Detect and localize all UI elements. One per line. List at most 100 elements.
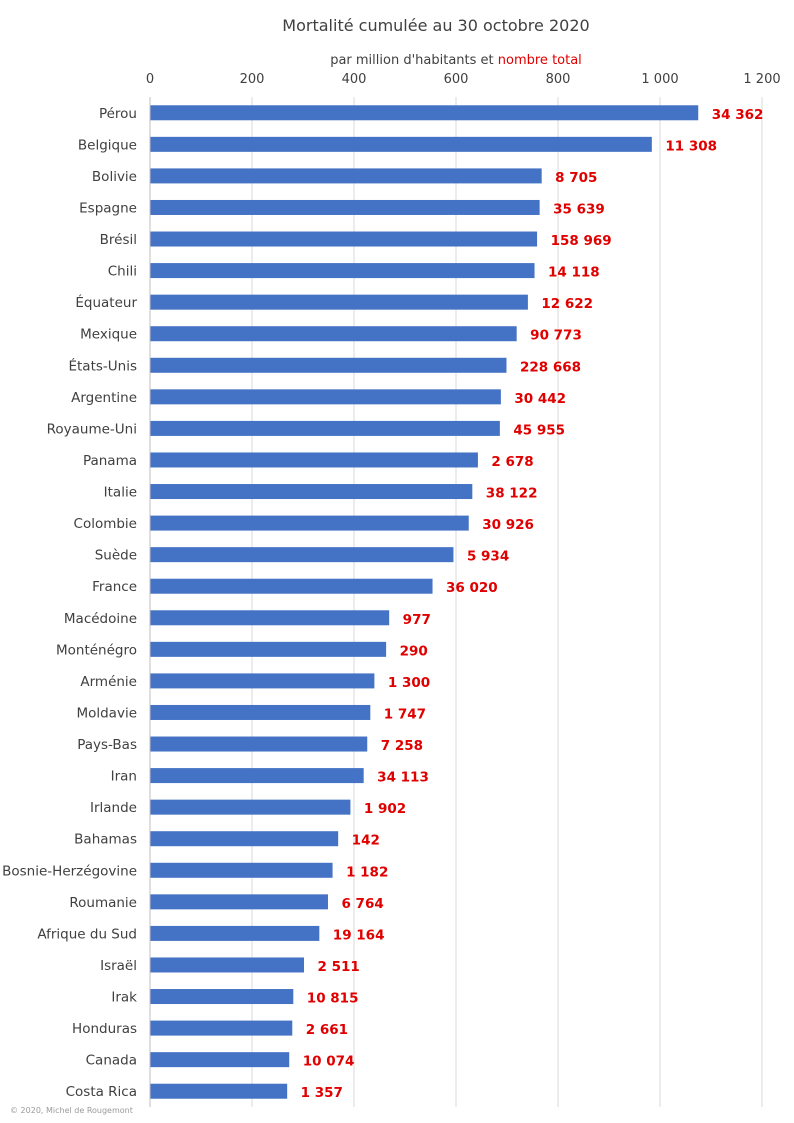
category-label: Israël <box>100 958 137 974</box>
category-label: France <box>92 579 137 595</box>
bar <box>150 925 320 941</box>
category-label: Colombie <box>74 516 137 532</box>
value-label: 8 705 <box>555 170 597 186</box>
bar <box>150 547 454 563</box>
bar <box>150 105 699 121</box>
category-label: États-Unis <box>68 357 137 374</box>
value-label: 5 934 <box>467 549 509 565</box>
value-label: 90 773 <box>530 328 582 344</box>
category-label: Chili <box>108 264 137 280</box>
category-label: Honduras <box>72 1021 137 1037</box>
bar <box>150 831 339 847</box>
bar <box>150 736 368 752</box>
category-label: Mexique <box>80 327 137 343</box>
category-label: Brésil <box>100 232 137 248</box>
bar <box>150 294 528 310</box>
bar <box>150 799 351 815</box>
bar <box>150 862 333 878</box>
value-label: 1 357 <box>301 1085 343 1101</box>
value-label: 30 926 <box>482 517 534 533</box>
x-tick-label: 1 000 <box>641 72 678 87</box>
value-label: 34 113 <box>377 770 429 786</box>
category-label: Équateur <box>75 294 137 311</box>
bar <box>150 199 540 215</box>
bar <box>150 610 390 626</box>
bar <box>150 1020 293 1036</box>
value-label: 1 902 <box>364 801 406 817</box>
value-label: 158 969 <box>551 233 612 249</box>
x-tick-label: 0 <box>146 72 154 87</box>
value-label: 38 122 <box>486 486 538 502</box>
value-label: 30 442 <box>514 391 566 407</box>
category-label: Canada <box>86 1053 137 1069</box>
value-label: 142 <box>352 833 380 849</box>
bar <box>150 1083 288 1099</box>
category-label: Royaume-Uni <box>47 421 137 437</box>
value-label: 7 258 <box>381 738 423 754</box>
category-label: Afrique du Sud <box>37 926 137 942</box>
bar <box>150 1052 290 1068</box>
value-label: 10 074 <box>303 1054 355 1070</box>
copyright-credit: © 2020, Michel de Rougemont <box>10 1106 133 1115</box>
category-label: Bosnie-Herzégovine <box>2 863 137 879</box>
value-label: 977 <box>403 612 431 628</box>
category-label: Monténégro <box>56 642 137 658</box>
value-label: 19 164 <box>333 927 385 943</box>
x-tick-label: 800 <box>546 72 571 87</box>
bar <box>150 515 469 531</box>
bar <box>150 957 305 973</box>
category-label: Irak <box>111 990 137 1006</box>
category-label: Costa Rica <box>66 1084 137 1100</box>
category-label: Italie <box>104 485 137 501</box>
bar <box>150 168 542 184</box>
category-label: Roumanie <box>69 895 137 911</box>
category-label: Bolivie <box>92 169 137 185</box>
value-label: 1 300 <box>388 675 430 691</box>
bar <box>150 484 473 500</box>
bar <box>150 357 507 373</box>
value-labels: 34 362 11 308 8 705 35 639 158 969 14 118 12 6… <box>301 107 764 1101</box>
category-labels: Pérou Belgique Bolivie Espagne Brésil Chili Éq… <box>2 106 137 1100</box>
category-label: Iran <box>111 769 137 785</box>
value-label: 2 661 <box>306 1022 348 1038</box>
bar <box>150 420 500 436</box>
value-label: 6 764 <box>341 896 383 912</box>
x-axis-ticks: 0 200 400 600 800 1 000 1 200 <box>146 72 781 87</box>
bar <box>150 389 501 405</box>
bar <box>150 263 535 279</box>
bar <box>150 768 364 784</box>
value-label: 2 511 <box>318 959 360 975</box>
category-label: Argentine <box>71 390 137 406</box>
value-label: 12 622 <box>541 296 593 312</box>
value-label: 228 668 <box>520 359 581 375</box>
bar <box>150 326 517 342</box>
x-tick-label: 1 200 <box>743 72 780 87</box>
category-label: Pérou <box>99 106 137 122</box>
value-label: 36 020 <box>446 580 498 596</box>
value-label: 290 <box>400 643 428 659</box>
value-label: 10 815 <box>307 991 359 1007</box>
bar <box>150 578 433 594</box>
category-label: Belgique <box>78 137 137 153</box>
category-label: Arménie <box>80 674 137 690</box>
value-label: 35 639 <box>553 201 605 217</box>
value-label: 45 955 <box>513 422 565 438</box>
bar <box>150 894 328 910</box>
category-label: Panama <box>83 453 137 469</box>
x-tick-label: 400 <box>342 72 367 87</box>
value-label: 2 678 <box>491 454 533 470</box>
chart-title: Mortalité cumulée au 30 octobre 2020 <box>282 16 589 35</box>
subtitle-prefix: par million d'habitants et <box>330 53 498 68</box>
value-label: 34 362 <box>712 107 764 123</box>
category-label: Pays-Bas <box>77 737 137 753</box>
bar <box>150 136 652 152</box>
value-label: 1 747 <box>384 706 426 722</box>
category-label: Suède <box>95 548 137 564</box>
bar <box>150 231 538 247</box>
x-tick-label: 600 <box>444 72 469 87</box>
bar <box>150 704 371 720</box>
bar <box>150 452 478 468</box>
bars <box>150 105 699 1099</box>
category-label: Macédoine <box>64 611 137 627</box>
